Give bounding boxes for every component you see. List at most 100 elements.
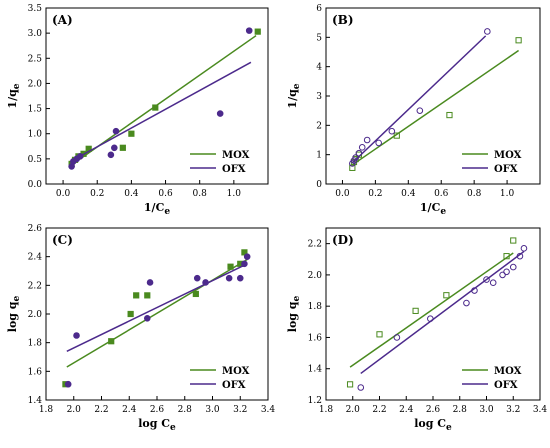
y-axis-label-sub: e <box>292 296 302 302</box>
x-tick-label: 2.4 <box>122 405 137 415</box>
data-point-ofx <box>484 28 491 35</box>
y-axis-label: 1/qe <box>286 83 302 108</box>
x-axis-label-main: 1/C <box>420 201 441 214</box>
y-tick-label: 1.5 <box>28 105 43 115</box>
data-point-ofx <box>483 276 490 283</box>
y-tick-label: 1.6 <box>308 333 323 343</box>
data-point-mox <box>510 237 517 244</box>
y-tick-label: 3.5 <box>28 4 43 14</box>
x-axis-label-sub: e <box>164 207 170 217</box>
data-point-mox <box>108 338 115 345</box>
panel-a: 0.0 0.2 0.4 0.6 0.8 1.0 0.0 0.5 1.0 1.5 2.0 2.5 3.0 3… <box>6 4 269 217</box>
y-tick-label: 2.0 <box>308 271 323 281</box>
x-tick-label: 3.0 <box>205 405 220 415</box>
y-axis-label-sub: e <box>12 83 22 89</box>
data-point-ofx <box>241 260 248 268</box>
x-tick-label: 2.0 <box>346 405 361 415</box>
x-axis-label-sub: e <box>446 423 452 433</box>
x-tick-label: 0.0 <box>335 189 350 199</box>
y-axis-label: 1/qe <box>6 83 22 108</box>
legend: MOX OFX <box>190 366 250 391</box>
data-point-ofx <box>357 384 365 391</box>
y-tick-label: 1.0 <box>28 130 43 140</box>
data-point-ofx <box>516 252 524 260</box>
legend-label-ofx: OFX <box>222 380 246 391</box>
x-axis-label-main: 1/C <box>144 201 165 214</box>
x-tick-label: 2.2 <box>372 405 386 415</box>
x-tick-label: 0.8 <box>467 189 482 199</box>
legend-label-ofx: OFX <box>494 164 518 175</box>
y-axis-label-sub: e <box>292 83 302 89</box>
y-tick-label: 2.0 <box>28 79 43 89</box>
x-tick-label: 2.6 <box>150 405 165 415</box>
y-tick-label: 2.0 <box>28 310 43 320</box>
data-point-mox <box>133 292 140 299</box>
data-point-ofx <box>76 153 84 160</box>
x-tick-label: 3.4 <box>261 405 276 415</box>
data-point-ofx <box>355 149 363 157</box>
legend-label-mox: MOX <box>494 366 522 377</box>
y-tick-label: 2 <box>316 121 322 131</box>
data-point-ofx <box>509 263 517 271</box>
data-point-ofx <box>463 299 470 307</box>
x-tick-label: 3.4 <box>533 405 548 415</box>
y-axis-label-main: log q <box>6 301 19 332</box>
x-tick-label: 3.0 <box>479 405 494 415</box>
data-point-ofx <box>112 127 120 135</box>
series-mox <box>346 237 517 388</box>
data-point-mox <box>119 144 126 151</box>
y-tick-label: 2.4 <box>28 253 43 263</box>
y-tick-label: 1.2 <box>308 396 322 406</box>
x-tick-label: 2.8 <box>453 405 468 415</box>
fit-line-mox <box>349 252 514 368</box>
plot-frame <box>45 7 269 185</box>
panel-b: 0.0 0.2 0.4 0.6 0.8 1.00123456(B)1/Ce1/qeMOXO… <box>286 4 541 217</box>
legend-label-ofx: OFX <box>494 380 518 391</box>
data-point-ofx <box>146 279 154 286</box>
x-tick-label: 0.6 <box>434 189 449 199</box>
x-tick-label: 2.2 <box>94 405 108 415</box>
y-tick-label: 0.5 <box>28 155 43 165</box>
y-tick-label: 1.8 <box>28 339 43 349</box>
x-axis-label-sub: e <box>440 207 446 217</box>
x-tick-label: 0.0 <box>56 189 71 199</box>
data-point-ofx <box>503 268 510 276</box>
panel-c: 1.8 2.0 2.2 2.4 2.6 2.8 3.0 3.2 3.4 1.4 1.6 1.8 2.0 2… <box>6 224 275 433</box>
data-point-ofx <box>375 139 382 147</box>
series-ofx <box>357 245 528 391</box>
y-axis-label-sub: e <box>12 296 22 302</box>
data-point-ofx <box>245 27 253 34</box>
fit-line-ofx <box>351 35 487 164</box>
data-point-mox <box>412 307 419 314</box>
data-point-ofx <box>489 279 497 287</box>
data-point-mox <box>254 28 261 35</box>
x-tick-label: 0.6 <box>158 189 173 199</box>
x-tick-label: 2.8 <box>178 405 193 415</box>
data-point-ofx <box>64 380 72 388</box>
data-point-mox <box>393 132 400 139</box>
y-tick-label: 4 <box>316 63 322 73</box>
data-point-mox <box>192 290 199 298</box>
data-point-ofx <box>236 274 244 282</box>
y-tick-label: 6 <box>316 4 322 14</box>
data-point-mox <box>144 292 151 299</box>
data-point-mox <box>503 253 510 260</box>
panel-label: (A) <box>52 13 73 27</box>
x-axis-label-sub: e <box>170 423 176 433</box>
legend-label-mox: MOX <box>494 150 522 161</box>
data-point-ofx <box>193 274 201 282</box>
data-point-ofx <box>143 315 151 322</box>
y-tick-label: 2.6 <box>28 224 43 234</box>
x-tick-label: 1.0 <box>500 189 515 199</box>
data-point-mox <box>446 111 453 119</box>
panel-d: 1.8 2.0 2.2 2.4 2.6 2.8 3.0 3.2 3.4 1.2 1.4 1.6 1.8 2… <box>286 227 548 433</box>
x-axis-label: log Ce <box>414 417 452 433</box>
data-point-ofx <box>111 144 118 152</box>
x-tick-label: 1.0 <box>227 189 242 199</box>
data-point-mox <box>128 130 135 137</box>
data-point-ofx <box>352 154 359 161</box>
data-point-mox <box>127 310 134 318</box>
y-axis-label-main: log q <box>286 301 299 332</box>
y-tick-label: 1 <box>316 151 322 161</box>
